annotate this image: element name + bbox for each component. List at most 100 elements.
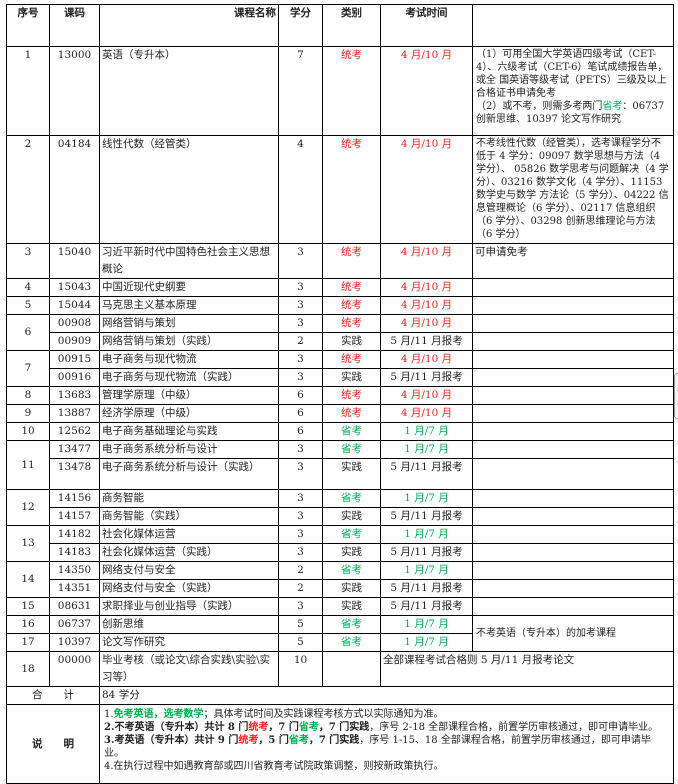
note-segment: 统考 bbox=[248, 722, 269, 733]
table-row: 12 14156 商务智能 3 省考 1 月/7 月 bbox=[6, 489, 674, 526]
note-item: 3.考英语（专升本）共计 9 门统考，5 门省考，7 门实践，序号 1-15、1… bbox=[104, 734, 669, 760]
header-seq: 序号 bbox=[6, 4, 50, 47]
seq-cell: 8 bbox=[6, 386, 50, 405]
note-segment: ，序号 2-18 全部课程合格，前置学历审核通过，即可申请毕业。 bbox=[369, 722, 659, 733]
course-type: 实践 bbox=[322, 332, 381, 351]
remark-cell bbox=[472, 561, 674, 580]
header-credit: 学分 bbox=[278, 4, 323, 47]
table-row: 18 00000 毕业考核（或论文\综合实践\实验\实习等） 10 全部课程考试合格则 … bbox=[6, 651, 674, 687]
seq-cell: 15 bbox=[6, 597, 50, 616]
scrollbar-handle[interactable] bbox=[674, 373, 678, 419]
course-code: 13478 bbox=[49, 458, 100, 490]
course-credit: 3 bbox=[278, 243, 323, 279]
course-credit: 3 bbox=[278, 314, 323, 333]
remark-cell: 可申请免考 bbox=[472, 243, 674, 279]
course-name: 线性代数（经管类） bbox=[99, 135, 279, 244]
note-item: 2.不考英语（专升本）共计 8 门统考，7 门省考，7 门实践，序号 2-18 … bbox=[104, 721, 669, 734]
course-type: 统考 bbox=[322, 135, 381, 244]
course-name: 网络营销与策划（实践） bbox=[99, 332, 279, 351]
remark-cell bbox=[472, 422, 674, 441]
note-segment: 统考 bbox=[238, 735, 259, 746]
seq-cell: 12 bbox=[6, 489, 50, 526]
course-name: 电子商务系统分析与设计（实践） bbox=[99, 458, 279, 490]
remark-cell bbox=[472, 489, 674, 508]
total-row: 合 计 84 学分 bbox=[6, 686, 674, 705]
course-type: 省考 bbox=[322, 633, 381, 652]
table-row: 2 04184 线性代数（经管类） 4 统考 4 月/10 月不考线性代数（经管类），选考… bbox=[6, 135, 674, 244]
exam-time: 5 月/11 月报考 bbox=[380, 543, 473, 562]
notes-content: 1.免考英语，选考数学；具体考试时间及实践课程考核方式以实际通知为准。 2.不考英… bbox=[99, 704, 674, 784]
course-name: 电子商务与现代物流 bbox=[99, 350, 279, 369]
remark-part: 省考 bbox=[602, 101, 623, 112]
exam-time: 4 月/10 月 bbox=[380, 350, 473, 369]
note-segment: 1. bbox=[104, 709, 114, 720]
course-name: 毕业考核（或论文\综合实践\实验\实习等） bbox=[99, 651, 279, 687]
course-name: 求职择业与创业指导（实践） bbox=[99, 597, 279, 616]
exam-time: 1 月/7 月 bbox=[380, 422, 473, 441]
table-row: 7 00915 电子商务与现代物流 3 统考 4 月/10 月 bbox=[6, 350, 674, 387]
table-row: 17 10397 论文写作研究 5 省考 1 月/7 月 bbox=[6, 633, 674, 652]
course-plan-table: 序号 课码 课程名称 学分 类别 考试时间 1 13000 英语（专升本） 7 统考 4 … bbox=[6, 4, 674, 784]
table-row: 3 15040 习近平新时代中国特色社会主义思想概论 3 统考 4 月/10 月可申请免考 bbox=[6, 243, 674, 279]
course-credit: 5 bbox=[278, 633, 323, 652]
exam-time: 全部课程考试合格则 5 月/11 月报考论文 bbox=[380, 651, 674, 687]
seq-cell: 9 bbox=[6, 404, 50, 423]
table-row: 14 14350 网络支付与安全 2 省考 1 月/7 月 bbox=[6, 561, 674, 598]
remark-cell: 不考英语（专升本）的加考课程 bbox=[472, 615, 674, 652]
course-name: 经济学原理（中级） bbox=[99, 404, 279, 423]
exam-time: 1 月/7 月 bbox=[380, 525, 473, 544]
note-segment: ，7 门实践 bbox=[318, 722, 370, 733]
seq-cell: 13 bbox=[6, 525, 50, 562]
course-type: 实践 bbox=[322, 597, 381, 616]
course-type: 实践 bbox=[322, 507, 381, 526]
note-segment: ；具体考试时间及实践课程考核方式以实际通知为准。 bbox=[203, 709, 444, 720]
exam-time: 1 月/7 月 bbox=[380, 440, 473, 459]
remark-text: （1）可用全国大学英语四级考试（CET-4）、六级考试（CET-6）笔试成绩报告… bbox=[476, 49, 668, 99]
course-credit: 7 bbox=[278, 46, 323, 136]
course-type: 统考 bbox=[322, 243, 381, 279]
table-row: 14351 网络支付与安全（实践） 2 实践 5 月/11 月报考 bbox=[7, 579, 674, 598]
course-code: 12562 bbox=[49, 422, 100, 441]
course-credit: 3 bbox=[278, 458, 323, 490]
course-type: 统考 bbox=[322, 350, 381, 369]
exam-time: 5 月/11 月报考 bbox=[380, 332, 473, 351]
header-name: 课程名称 bbox=[99, 4, 279, 47]
course-name: 电子商务与现代物流（实践） bbox=[99, 368, 279, 387]
course-name: 商务智能 bbox=[99, 489, 279, 508]
exam-time: 4 月/10 月 bbox=[380, 404, 473, 423]
course-name: 论文写作研究 bbox=[99, 633, 279, 652]
remark-cell bbox=[472, 458, 674, 490]
seq-cell: 16 bbox=[6, 615, 50, 634]
notes-row: 说 明 1.免考英语，选考数学；具体考试时间及实践课程考核方式以实际通知为准。 2.… bbox=[6, 704, 674, 784]
seq-cell: 10 bbox=[6, 422, 50, 441]
course-credit: 3 bbox=[278, 350, 323, 369]
exam-time: 1 月/7 月 bbox=[380, 489, 473, 508]
remark-cell bbox=[472, 350, 674, 369]
remark-cell bbox=[472, 296, 674, 315]
course-code: 10397 bbox=[49, 633, 100, 652]
course-code: 00915 bbox=[49, 350, 100, 369]
remark-cell bbox=[472, 597, 674, 616]
table-row: 10 12562 电子商务基础理论与实践 6 省考 1 月/7 月 bbox=[6, 422, 674, 441]
remark-text-2: （2）或不考，则需多考两门省考：06737 创新思维、10397 论文写作研究 bbox=[476, 100, 670, 126]
course-credit: 6 bbox=[278, 404, 323, 423]
remark-part: （2）或不考，则需多考两门 bbox=[476, 101, 603, 112]
course-name: 网络营销与策划 bbox=[99, 314, 279, 333]
note-segment: 免考英语，选考数学 bbox=[113, 709, 204, 720]
course-type: 省考 bbox=[322, 525, 381, 544]
note-segment: 省考 bbox=[288, 735, 309, 746]
remark-cell bbox=[472, 386, 674, 405]
course-credit: 3 bbox=[278, 440, 323, 459]
course-code: 14182 bbox=[49, 525, 100, 544]
note-item: 4.在执行过程中如遇教育部或四川省教育考试院政策调整，则按新政策执行。 bbox=[104, 760, 669, 773]
table-row: 4 15043 中国近现代史纲要 3 统考 4 月/10 月 bbox=[6, 278, 674, 297]
remark-cell bbox=[472, 332, 674, 351]
course-name: 社会化媒体运营（实践） bbox=[99, 543, 279, 562]
remark-cell bbox=[472, 440, 674, 459]
course-name: 商务智能（实践） bbox=[99, 507, 279, 526]
seq-cell: 5 bbox=[6, 296, 50, 315]
seq-cell: 4 bbox=[6, 278, 50, 297]
seq-cell: 11 bbox=[6, 440, 50, 490]
course-code: 14351 bbox=[49, 579, 100, 598]
exam-time: 4 月/10 月 bbox=[380, 278, 473, 297]
